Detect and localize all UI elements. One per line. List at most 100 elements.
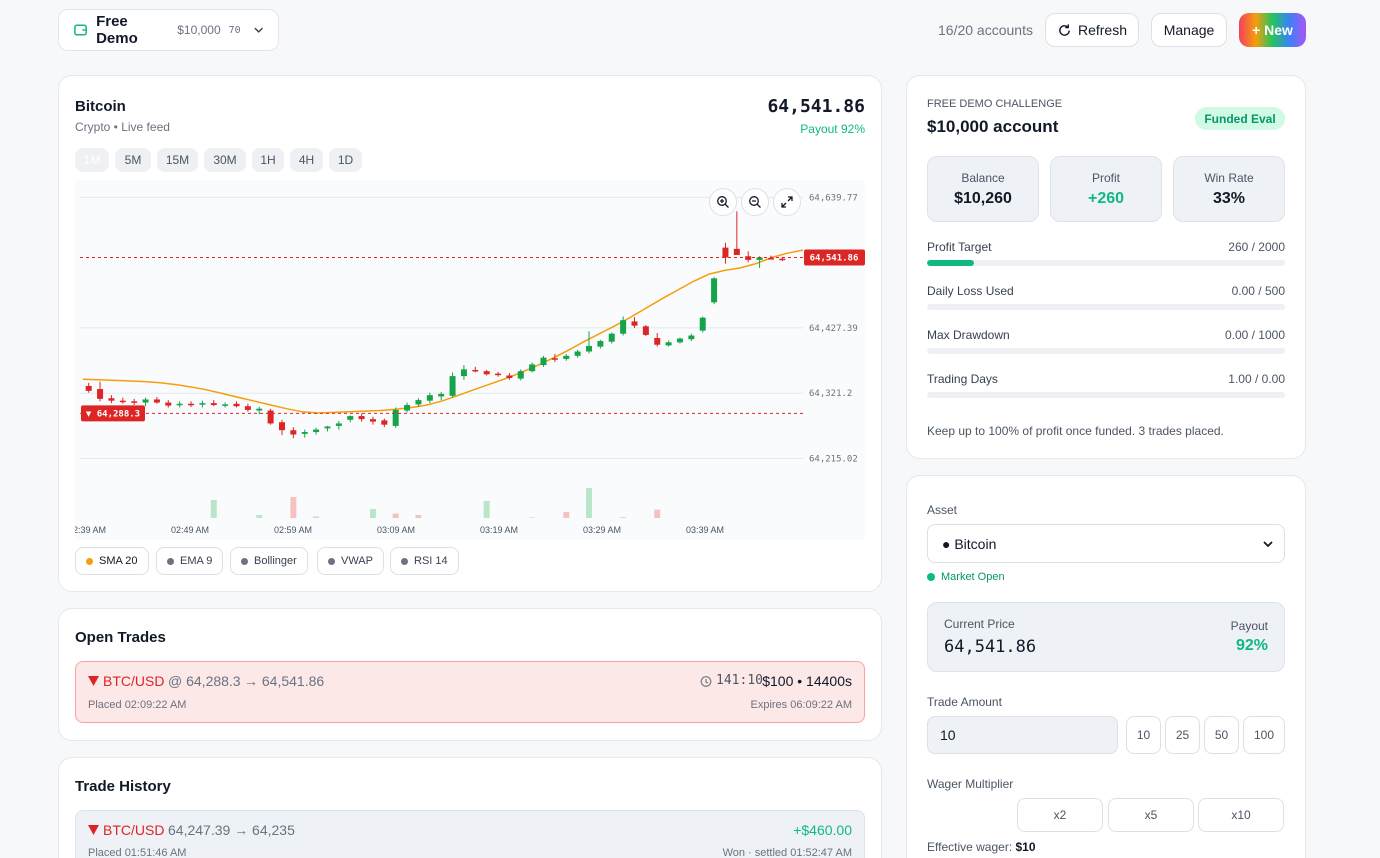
candle-body: [404, 405, 411, 411]
new-account-button[interactable]: + New: [1239, 13, 1306, 47]
trade-amount-input[interactable]: 10: [927, 716, 1118, 754]
progress-profit-target: Profit Target 260 / 2000: [927, 240, 1285, 266]
stat-value: $10,260: [954, 190, 1012, 207]
indicator-vwap[interactable]: VWAP: [317, 547, 384, 575]
x-tick-label: 02:49 AM: [171, 525, 209, 535]
funded-eval-badge: Funded Eval: [1195, 107, 1285, 130]
expand-icon: [781, 196, 793, 208]
quick-amount-50[interactable]: 50: [1204, 716, 1239, 754]
candle-body: [722, 247, 729, 258]
stat-winrate: Win Rate 33%: [1173, 156, 1285, 222]
sma-dot: [86, 557, 93, 565]
progress-max-drawdown: Max Drawdown 0.00 / 1000: [927, 328, 1285, 354]
asset-select-value: ● Bitcoin: [942, 535, 997, 552]
candle-body: [597, 341, 604, 347]
rsi-dot: [401, 557, 408, 565]
quick-amount-25[interactable]: 25: [1165, 716, 1200, 754]
effective-wager-value: $10: [1015, 840, 1036, 854]
fullscreen-button[interactable]: [773, 188, 801, 216]
multiplier-x10[interactable]: x10: [1198, 798, 1284, 832]
zoom-out-button[interactable]: [741, 188, 769, 216]
stat-profit: Profit +260: [1050, 156, 1162, 222]
candle-body: [495, 373, 502, 376]
volume-bar: [620, 517, 627, 518]
timeframe-15m[interactable]: 15M: [157, 148, 198, 172]
volume-bar: [290, 497, 297, 518]
candle-body: [608, 333, 615, 342]
candle-body: [244, 406, 251, 410]
open-trade-row[interactable]: BTC/USD @ 64,288.3 → 64,541.86 141:10 $1…: [75, 661, 865, 723]
progress-value: 0.00 / 1000: [1224, 328, 1285, 342]
trade-pair: BTC/USD: [103, 673, 165, 689]
candle-body: [347, 416, 354, 420]
indicator-ema9[interactable]: EMA 9: [156, 547, 224, 575]
manage-button[interactable]: Manage: [1151, 13, 1227, 47]
history-prices: 64,247.39 → 64,235: [168, 822, 295, 838]
indicator-rsi14[interactable]: RSI 14: [390, 547, 459, 575]
asset-select[interactable]: ● Bitcoin: [927, 524, 1285, 563]
price-chart[interactable]: 64,541.86 ▼ 64,288.3 64,639.77 64,427.39 64…: [75, 180, 865, 540]
timeframe-5m[interactable]: 5M: [115, 148, 151, 172]
stat-label: Profit: [1091, 171, 1120, 185]
candle-body: [85, 385, 92, 391]
stat-label: Win Rate: [1204, 171, 1254, 185]
x-tick-label: 03:39 AM: [686, 525, 724, 535]
challenge-note: Keep up to 100% of profit once funded. 3…: [927, 424, 1224, 438]
challenge-title: $10,000 account: [927, 117, 1059, 136]
new-label: + New: [1252, 22, 1293, 38]
volume-bar: [313, 516, 320, 518]
stat-value: +260: [1087, 190, 1125, 207]
multiplier-x1[interactable]: x1: [927, 798, 1013, 832]
candle-body: [665, 342, 672, 346]
timeframe-1m[interactable]: 1M: [75, 148, 109, 172]
quick-amount-10[interactable]: 10: [1126, 716, 1161, 754]
candle-body: [745, 256, 752, 260]
candle-body: [506, 375, 513, 378]
volume-bar: [563, 512, 570, 518]
vwap-dot: [328, 557, 335, 565]
volume-bar: [529, 517, 536, 518]
refresh-button[interactable]: Refresh: [1045, 13, 1139, 47]
progress-value: 0.00 / 500: [1231, 284, 1285, 298]
account-selector[interactable]: Free Demo $10,000 70: [58, 9, 279, 51]
timeframe-1d[interactable]: 1D: [329, 148, 362, 172]
challenge-kicker: FREE DEMO CHALLENGE: [927, 98, 1063, 110]
timeframe-1h[interactable]: 1H: [252, 148, 284, 172]
timer-icon: [700, 675, 712, 687]
y-tick-label: 64,215.02: [809, 454, 858, 464]
progress-label: Trading Days: [927, 372, 998, 386]
candle-body: [142, 399, 149, 403]
candle-body: [426, 395, 433, 401]
zoom-in-icon: [717, 196, 729, 208]
y-tick-label: 64,639.77: [809, 193, 858, 203]
candle-body: [97, 389, 104, 399]
current-price-label: Current Price: [944, 617, 1015, 631]
candle-body: [324, 426, 331, 429]
indicator-sma20[interactable]: SMA 20: [75, 547, 149, 575]
history-row[interactable]: BTC/USD 64,247.39 → 64,235 +$460.00 Plac…: [75, 810, 865, 858]
candle-body: [153, 399, 160, 403]
zoom-in-button[interactable]: [709, 188, 737, 216]
bollinger-dot: [241, 557, 248, 565]
history-settled: Won · settled 01:52:47 AM: [722, 847, 852, 858]
timeframe-30m[interactable]: 30M: [204, 148, 246, 172]
indicator-bollinger[interactable]: Bollinger: [230, 547, 308, 575]
refresh-icon: [1059, 23, 1070, 36]
progress-value: 260 / 2000: [1228, 240, 1285, 254]
accounts-count: 16/20 accounts: [938, 22, 1033, 38]
multiplier-x2[interactable]: x2: [1017, 798, 1103, 832]
candle-body: [278, 422, 285, 431]
account-balance: $10,000: [177, 23, 221, 37]
candle-body: [199, 403, 206, 405]
multiplier-x5[interactable]: x5: [1108, 798, 1194, 832]
candle-body: [574, 351, 581, 356]
history-pnl: +$460.00: [793, 822, 852, 838]
candle-body: [620, 320, 627, 334]
current-price-tag: [804, 249, 865, 266]
quick-amount-100[interactable]: 100: [1243, 716, 1285, 754]
candle-body: [369, 419, 376, 422]
volume-bar: [654, 509, 661, 518]
timeframe-4h[interactable]: 4H: [290, 148, 323, 172]
candle-body: [563, 355, 570, 359]
progress-label: Daily Loss Used: [927, 284, 1014, 298]
